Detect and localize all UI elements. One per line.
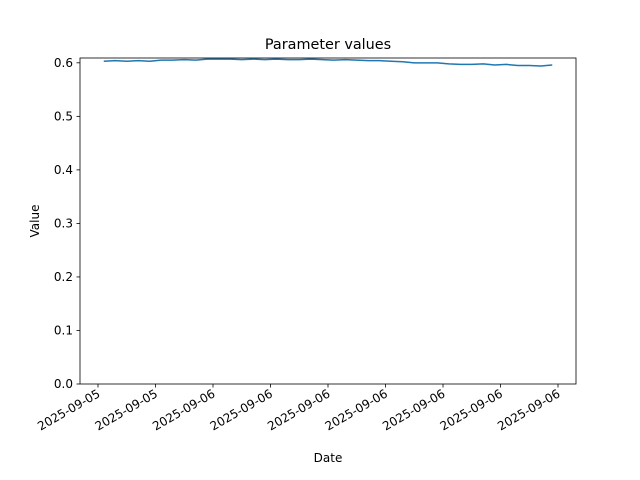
x-axis-label: Date: [314, 451, 343, 465]
data-line: [103, 58, 553, 67]
plot-frame: [79, 57, 577, 385]
chart-title: Parameter values: [265, 37, 391, 53]
y-tick-label: 0.5: [54, 109, 73, 123]
x-tick-label: 2025-09-06: [265, 386, 332, 433]
y-tick-label: 0.6: [54, 56, 73, 70]
x-tick-label: 2025-09-06: [438, 386, 505, 433]
x-tick-label: 2025-09-06: [380, 386, 447, 433]
x-tick-label: 2025-09-06: [208, 386, 275, 433]
y-axis-label: Value: [28, 205, 42, 238]
x-tick-label: 2025-09-05: [93, 386, 160, 433]
y-tick-label: 0.1: [54, 323, 73, 337]
y-tick-label: 0.3: [54, 216, 73, 230]
x-tick-label: 2025-09-05: [35, 386, 102, 433]
x-tick-label: 2025-09-06: [495, 386, 562, 433]
y-tick-label: 0.0: [54, 377, 73, 391]
x-tick-label: 2025-09-06: [150, 386, 217, 433]
x-tick-label: 2025-09-06: [323, 386, 390, 433]
y-tick-label: 0.2: [54, 270, 73, 284]
y-tick-label: 0.4: [54, 163, 73, 177]
